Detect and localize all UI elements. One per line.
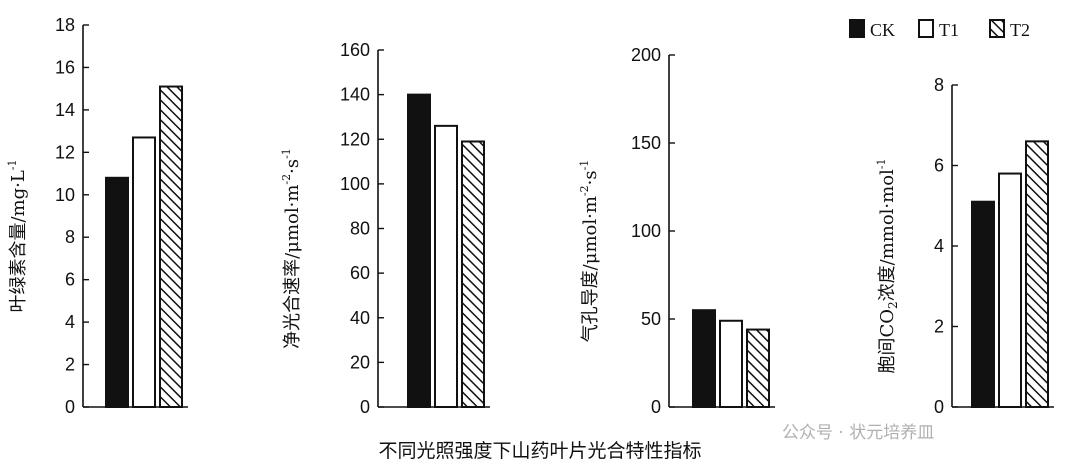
y-tick-label: 14	[55, 100, 75, 120]
y-tick-label: 8	[65, 227, 75, 247]
bar-t1	[998, 172, 1022, 408]
y-tick-label: 18	[55, 15, 75, 35]
legend-swatch-t2	[989, 19, 1005, 38]
figure-caption: 不同光照强度下山药叶片光合特性指标	[378, 440, 702, 462]
y-tick-label: 0	[934, 397, 944, 417]
legend: CK T1 T2	[849, 19, 1030, 40]
y-axis-label: 胞间CO2浓度/mmol·mol-1	[875, 158, 900, 373]
chart-panel-1: 0 2 4 6 8 10 12 14 16 18 叶绿素含量/mg·L-1	[6, 15, 188, 417]
y-axis-label: 净光合速率/μmol·m-2·s-1	[280, 148, 303, 349]
y-tick-label: 16	[55, 57, 75, 77]
y-tick-label: 2	[65, 355, 75, 375]
bar-t1	[719, 319, 743, 409]
y-tick-label: 160	[340, 40, 370, 60]
legend-label-ck: CK	[870, 20, 895, 40]
y-tick-label: 50	[641, 309, 661, 329]
bar-t2	[746, 328, 770, 408]
y-axis-label: 气孔导度/μmol·m-2·s-1	[578, 160, 601, 343]
y-tick-label: 60	[350, 263, 370, 283]
legend-label-t2: T2	[1010, 20, 1030, 40]
y-tick-label: 10	[55, 185, 75, 205]
y-tick-label: 140	[340, 85, 370, 105]
y-tick-label: 100	[340, 174, 370, 194]
watermark-text: 公众号 · 状元培养皿	[782, 423, 935, 443]
legend-label-t1: T1	[939, 20, 959, 40]
bar-ck	[105, 176, 129, 408]
y-tick-label: 12	[55, 142, 75, 162]
bar-t2	[461, 140, 485, 408]
bar-t1	[434, 124, 458, 409]
legend-swatch-t1	[918, 19, 934, 38]
y-tick-label: 2	[934, 317, 944, 337]
bar-t2	[1025, 140, 1049, 408]
chart-panel-4: 0 2 4 6 8 胞间CO2浓度/mmol·mol-1	[875, 75, 1054, 417]
y-tick-label: 8	[934, 75, 944, 95]
bar-ck	[692, 309, 716, 409]
y-tick-label: 0	[360, 397, 370, 417]
y-tick-label: 6	[65, 270, 75, 290]
bar-ck	[971, 200, 995, 408]
y-tick-label: 40	[350, 308, 370, 328]
bar-ck	[407, 93, 431, 408]
y-tick-label: 4	[65, 312, 75, 332]
chart-panels: 024681012141618叶绿素含量/mg·L-10204060801001…	[6, 15, 1054, 417]
y-tick-label: 100	[631, 221, 661, 241]
y-tick-label: 0	[65, 397, 75, 417]
y-tick-label: 4	[934, 236, 944, 256]
bar-t2	[159, 85, 183, 409]
bar-t1	[132, 136, 156, 408]
y-tick-label: 6	[934, 156, 944, 176]
y-tick-label: 80	[350, 219, 370, 239]
chart-panel-3: 0 50 100 150 200 气孔导度/μmol·m-2·s-1	[578, 45, 775, 417]
chart-panel-2: 0 20 40 60 80 100 120 140 160 净光合速率/μmol·m-2·s-1	[280, 40, 490, 417]
y-tick-label: 0	[651, 397, 661, 417]
y-axis-label: 叶绿素含量/mg·L-1	[6, 159, 29, 312]
y-tick-label: 120	[340, 129, 370, 149]
legend-swatch-ck	[849, 19, 865, 38]
y-tick-label: 150	[631, 133, 661, 153]
y-tick-label: 20	[350, 352, 370, 372]
y-tick-label: 200	[631, 45, 661, 65]
